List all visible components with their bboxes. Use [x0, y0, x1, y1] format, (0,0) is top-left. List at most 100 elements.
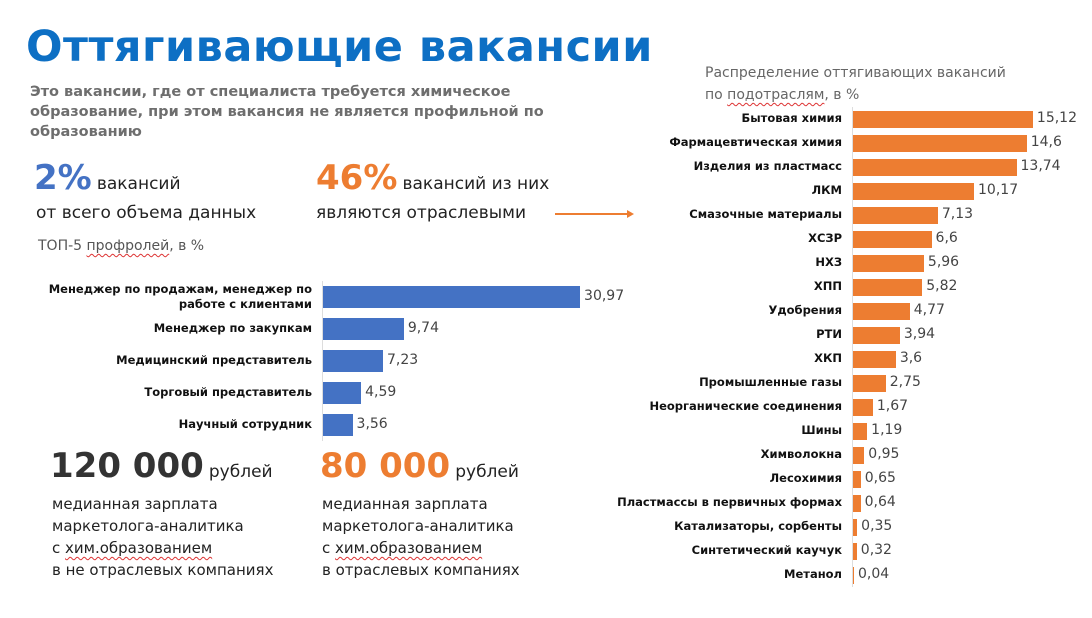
- salary-line: с: [322, 539, 336, 557]
- data-label: 4,77: [913, 302, 945, 318]
- industry-value: 46%: [316, 158, 398, 198]
- category-label: Научный сотрудник: [178, 417, 312, 431]
- category-label: Менеджер по закупкам: [153, 321, 312, 335]
- category-label: Удобрения: [768, 303, 842, 317]
- category-label: Менеджер по продажам, менеджер по работе…: [48, 282, 312, 311]
- bar: [323, 382, 362, 404]
- data-label: 5,82: [926, 278, 958, 294]
- salary-block-1: 120 000 рублей: [50, 446, 273, 486]
- axis-line: [852, 107, 853, 587]
- bar: [853, 518, 858, 536]
- bar: [323, 350, 383, 372]
- arrow-right-icon: [555, 210, 634, 218]
- data-label: 5,96: [927, 254, 960, 270]
- right-chart-title-u: подотраслям: [727, 87, 825, 103]
- right-chart-title-post: , в %: [824, 87, 860, 103]
- bar: [853, 110, 1033, 128]
- category-label: Лесохимия: [769, 471, 842, 485]
- bar: [323, 318, 404, 340]
- category-label: Смазочные материалы: [689, 207, 842, 221]
- category-label: Изделия из пластмасс: [693, 159, 842, 173]
- industry-text-2: являются отраслевыми: [316, 203, 527, 223]
- category-label: Фармацевтическая химия: [669, 135, 842, 149]
- salary-unit: рублей: [208, 462, 273, 482]
- category-label: Синтетический каучук: [691, 543, 842, 557]
- data-label: 4,59: [365, 384, 397, 400]
- category-label: РТИ: [816, 327, 842, 341]
- bar: [853, 134, 1027, 152]
- salary-line: медианная зарплата: [322, 495, 488, 513]
- bar: [853, 158, 1017, 176]
- left-chart-title: ТОП-5 профролей, в %: [38, 238, 204, 254]
- industry-stat: 46% вакансий из них: [316, 158, 549, 198]
- category-label: Метанол: [784, 567, 842, 581]
- data-label: 7,13: [941, 206, 974, 222]
- salary-line: маркетолога-аналитика: [52, 517, 244, 535]
- data-label: 3,56: [356, 416, 388, 432]
- data-label: 3,6: [899, 350, 923, 366]
- category-label: ХКП: [814, 351, 842, 365]
- share-text-1: вакансий: [96, 174, 181, 194]
- data-label: 15,12: [1036, 110, 1078, 126]
- data-label: 0,95: [868, 446, 900, 462]
- bar: [853, 374, 886, 392]
- bar: [853, 182, 975, 200]
- salary-line: маркетолога-аналитика: [322, 517, 514, 535]
- data-label: 1,67: [876, 398, 909, 414]
- bar: [853, 350, 896, 368]
- bar: [323, 414, 353, 436]
- category-label: Химволокна: [760, 447, 842, 461]
- data-label: 13,74: [1020, 158, 1061, 174]
- bar: [853, 566, 854, 584]
- salary-value: 80 000: [320, 446, 451, 486]
- bar: [323, 286, 581, 308]
- category-label: Шины: [801, 423, 842, 437]
- salary-desc-1: медианная зарплата маркетолога-аналитика…: [52, 493, 273, 581]
- bar: [853, 422, 868, 440]
- salary-line: медианная зарплата: [52, 495, 218, 513]
- category-label: Пластмассы в первичных формах: [617, 495, 842, 509]
- data-label: 30,97: [584, 288, 625, 304]
- share-stat: 2% вакансий: [34, 158, 181, 198]
- industry-text-1: вакансий из них: [402, 174, 550, 194]
- subtitle: Это вакансии, где от специалиста требует…: [30, 84, 544, 140]
- salary-value: 120 000: [50, 446, 204, 486]
- salary-line: в отраслевых компаниях: [322, 561, 520, 579]
- salary-line: с: [52, 539, 66, 557]
- salary-desc-2: медианная зарплата маркетолога-аналитика…: [322, 493, 520, 581]
- category-label: Медицинский представитель: [116, 353, 312, 367]
- data-label: 2,75: [889, 374, 921, 390]
- share-value: 2%: [34, 158, 92, 198]
- salary-unit: рублей: [455, 462, 519, 482]
- bar: [853, 398, 873, 416]
- share-text-2: от всего объема данных: [36, 203, 257, 223]
- bar: [853, 278, 923, 296]
- bar: [853, 230, 932, 248]
- category-label: Торговый представитель: [144, 385, 312, 399]
- page-title: Оттягивающие вакансии: [26, 22, 653, 72]
- data-label: 10,17: [978, 182, 1019, 198]
- data-label: 3,94: [903, 326, 936, 342]
- category-label: НХЗ: [815, 255, 842, 269]
- category-label: ХПП: [813, 279, 842, 293]
- category-label: Катализаторы, сорбенты: [674, 519, 842, 533]
- right-chart-title: Распределение оттягивающих вакансий по п…: [705, 62, 1006, 106]
- data-label: 7,23: [387, 352, 419, 368]
- bar: [853, 254, 924, 272]
- bar: [853, 470, 861, 488]
- data-label: 0,65: [864, 470, 896, 486]
- salary-line: хим.образованием: [335, 539, 483, 557]
- data-label: 6,6: [935, 230, 958, 246]
- bar: [853, 494, 861, 512]
- bar: [853, 542, 857, 560]
- category-label: Бытовая химия: [741, 111, 842, 125]
- salary-line: хим.образованием: [65, 539, 213, 557]
- axis-line: [322, 281, 323, 441]
- category-label: Неорганические соединения: [649, 399, 842, 413]
- data-label: 0,35: [861, 518, 893, 534]
- left-chart-title-post: , в %: [169, 238, 205, 254]
- category-label: ЛКМ: [811, 183, 842, 197]
- data-label: 1,19: [871, 422, 903, 438]
- data-label: 0,64: [864, 494, 896, 510]
